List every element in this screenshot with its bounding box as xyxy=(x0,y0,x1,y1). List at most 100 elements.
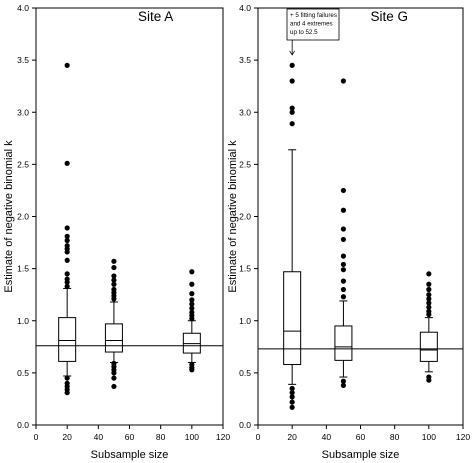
box-n20 xyxy=(58,62,77,396)
outlier-point xyxy=(189,305,195,311)
outlier-point xyxy=(289,78,295,84)
y-tick-label: 4.0 xyxy=(239,3,251,13)
outlier-point xyxy=(340,382,347,388)
annotation-arrowhead xyxy=(289,50,296,56)
x-tick-label: 100 xyxy=(185,432,199,442)
x-tick-label: 40 xyxy=(94,432,104,442)
outlier-point xyxy=(340,236,347,243)
outlier-point xyxy=(189,301,195,307)
y-tick-label: 3.0 xyxy=(17,107,29,117)
outlier-point xyxy=(64,257,70,263)
y-tick-label: 0.0 xyxy=(239,420,251,430)
outlier-point xyxy=(340,187,347,194)
box-n50 xyxy=(104,258,123,390)
outlier-point xyxy=(426,281,432,287)
y-tick-label: 1.5 xyxy=(239,264,251,274)
outlier-point xyxy=(64,233,70,239)
x-tick-label: 0 xyxy=(34,432,39,442)
y-tick-label: 1.5 xyxy=(17,264,29,274)
outlier-point xyxy=(426,271,432,277)
interquartile-box xyxy=(182,332,201,354)
outlier-point xyxy=(111,277,117,283)
outlier-point xyxy=(111,258,117,264)
outlier-point xyxy=(340,226,347,232)
y-tick-label: 4.0 xyxy=(17,3,29,13)
outlier-point xyxy=(289,394,295,400)
outlier-point xyxy=(426,308,432,314)
box-n50 xyxy=(334,78,353,388)
outlier-point xyxy=(64,237,70,244)
outlier-point xyxy=(340,378,347,384)
outlier-point xyxy=(189,291,195,297)
outlier-point xyxy=(340,278,347,284)
box-n100 xyxy=(419,271,438,383)
outlier-point xyxy=(64,375,70,381)
x-axis-title: Subsample size xyxy=(322,449,400,461)
outlier-point xyxy=(111,273,117,279)
y-axis-title: Estimate of negative binomial k xyxy=(227,140,239,293)
outlier-point xyxy=(111,375,117,381)
y-tick-label: 2.0 xyxy=(17,212,29,222)
y-tick-label: 3.0 xyxy=(239,107,251,117)
y-tick-label: 1.0 xyxy=(239,316,251,326)
x-tick-label: 20 xyxy=(287,432,297,442)
x-tick-label: 120 xyxy=(456,432,470,442)
outlier-point xyxy=(426,300,432,306)
x-tick-label: 60 xyxy=(356,432,366,442)
x-tick-label: 20 xyxy=(62,432,72,442)
x-tick-label: 0 xyxy=(256,432,261,442)
annotation-frame xyxy=(286,8,340,41)
annotation-line: and 4 extremes xyxy=(290,21,333,28)
interquartile-box xyxy=(58,317,77,362)
x-tick-label: 40 xyxy=(322,432,332,442)
outlier-point xyxy=(111,360,117,367)
outlier-point xyxy=(111,286,117,293)
outlier-point xyxy=(289,121,295,127)
outlier-point xyxy=(111,264,117,271)
outlier-point xyxy=(426,304,432,310)
interquartile-box xyxy=(334,325,353,361)
outlier-point xyxy=(64,283,70,289)
outlier-point xyxy=(64,276,70,282)
outlier-point xyxy=(64,225,70,231)
x-axis-title: Subsample size xyxy=(91,449,169,461)
annotation-line: up to 52.5 xyxy=(290,29,318,36)
outlier-point xyxy=(426,296,432,302)
outlier-point xyxy=(340,267,347,273)
outlier-point xyxy=(189,281,195,287)
panel-title: Site G xyxy=(370,9,408,24)
outlier-point xyxy=(340,261,347,268)
outlier-point xyxy=(340,207,347,213)
outlier-point xyxy=(426,286,432,293)
y-axis-title: Estimate of negative binomial k xyxy=(3,140,15,293)
outlier-point xyxy=(340,294,347,300)
annotation-line: + 5 fitting failures xyxy=(290,12,337,19)
outlier-point xyxy=(111,383,117,390)
outlier-point xyxy=(289,390,295,396)
x-tick-label: 100 xyxy=(422,432,436,442)
outlier-point xyxy=(64,380,70,386)
interquartile-box xyxy=(283,271,302,366)
outlier-point xyxy=(64,62,70,68)
outlier-point xyxy=(189,297,195,303)
outlier-point xyxy=(340,286,347,293)
outlier-point xyxy=(289,62,295,68)
outlier-point xyxy=(340,253,347,259)
interquartile-box xyxy=(104,323,123,353)
panel-title: Site A xyxy=(138,9,173,24)
x-tick-label: 80 xyxy=(156,432,166,442)
box-n100 xyxy=(182,269,201,373)
y-tick-label: 2.5 xyxy=(17,159,29,169)
y-tick-label: 3.5 xyxy=(17,55,29,65)
x-tick-label: 80 xyxy=(390,432,400,442)
x-tick-label: 60 xyxy=(125,432,135,442)
outlier-point xyxy=(289,404,295,410)
outlier-point xyxy=(64,160,70,166)
panel-site-a: 0.0 0.5 1.0 1.5 2.0 2.5 3.0 3.5 4.0 0 20 40 60 80 100 1… xyxy=(3,3,230,461)
outlier-point xyxy=(340,78,347,84)
outlier-point xyxy=(64,271,70,277)
y-tick-label: 0.5 xyxy=(17,368,29,378)
y-tick-label: 3.5 xyxy=(239,55,251,65)
